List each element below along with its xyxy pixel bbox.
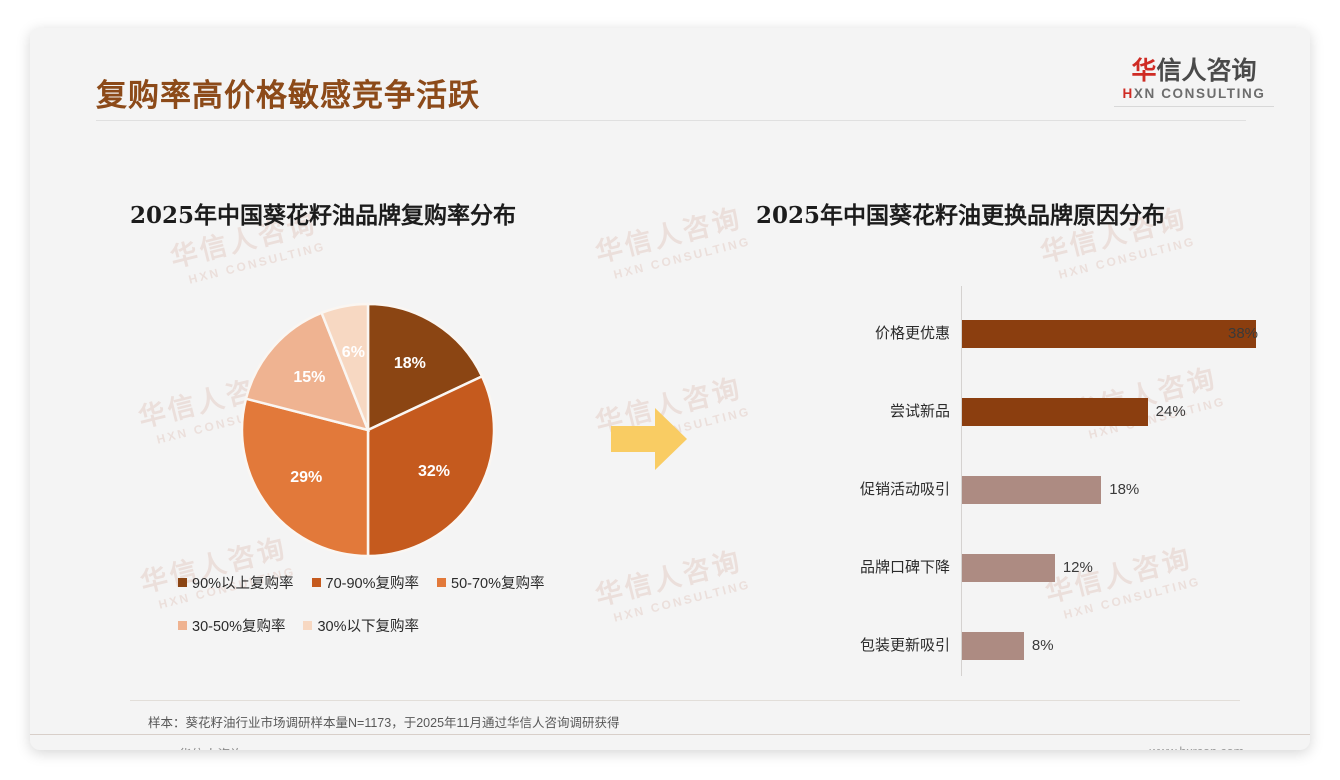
pie-legend: 90%以上复购率 70-90%复购率 50-70%复购率 30-50%复购率 3… — [178, 572, 598, 658]
bar-category-label: 品牌口碑下降 — [859, 559, 950, 576]
pie-slice-label: 32% — [417, 462, 450, 480]
slide-header: 复购率高价格敏感竞争活跃 华信人咨询 HXN CONSULTING — [30, 28, 1310, 121]
watermark-en: HXN CONSULTING — [612, 234, 752, 282]
logo-en-red: H — [1122, 86, 1134, 102]
bar-value-label: 18% — [1109, 481, 1140, 498]
pie-slice[interactable] — [366, 302, 484, 432]
note-divider — [130, 700, 1240, 701]
switch-reason-bar-chart: 价格更优惠 38% 尝试新品 24% 促销活动吸引 18% 品牌口碑下降 12% 包装更新吸引 8… — [810, 286, 1280, 686]
bar-fill[interactable] — [962, 554, 1055, 582]
sample-note: 样本：葵花籽油行业市场调研样本量N=1173，于2025年11月通过华信人咨询调… — [148, 716, 620, 730]
bar-category-label: 尝试新品 — [889, 403, 950, 420]
legend-swatch-icon — [311, 578, 321, 587]
bar-fill[interactable] — [962, 632, 1024, 660]
logo-chinese-text: 华信人咨询 — [1114, 56, 1274, 85]
pie-slice-label: 29% — [290, 468, 323, 486]
legend-swatch-icon — [178, 621, 187, 630]
logo-cn-rest: 信人咨询 — [1156, 56, 1257, 85]
legend-swatch-icon — [437, 578, 447, 587]
bar-value-label: 38% — [1228, 325, 1259, 342]
pie-slice[interactable] — [366, 374, 496, 558]
legend-item-1[interactable]: 70-90%复购率 — [311, 572, 420, 593]
slide-card: 华信人咨询 HXN CONSULTING 华信人咨询 HXN CONSULTIN… — [30, 28, 1310, 750]
bar-category-label: 促销活动吸引 — [859, 481, 950, 498]
legend-swatch-icon — [303, 621, 313, 630]
right-arrow-icon — [611, 408, 687, 470]
legend-row: 30-50%复购率 30%以下复购率 — [178, 615, 598, 636]
pie-slice-label: 15% — [293, 369, 326, 387]
bar-value-label: 24% — [1155, 403, 1186, 420]
bar-fill[interactable] — [962, 320, 1256, 348]
bar-fill[interactable] — [962, 398, 1148, 426]
header-divider — [96, 120, 1246, 121]
website-url: www.hxrcon.com — [1150, 745, 1244, 750]
legend-row: 90%以上复购率 70-90%复购率 50-70%复购率 — [178, 572, 598, 593]
left-chart-title: 2025年中国葵花籽油品牌复购率分布 — [130, 202, 517, 229]
bar-row[interactable]: 尝试新品 24% — [810, 392, 1280, 432]
legend-label: 30%以下复购率 — [317, 619, 420, 635]
bar-row[interactable]: 品牌口碑下降 12% — [810, 548, 1280, 588]
bar-chart-axis — [961, 286, 962, 676]
pie-slice[interactable] — [319, 302, 370, 431]
legend-item-2[interactable]: 50-70%复购率 — [437, 572, 545, 593]
pie-svg — [240, 302, 496, 558]
footer-divider — [30, 734, 1310, 735]
legend-item-4[interactable]: 30%以下复购率 — [303, 615, 419, 636]
legend-item-3[interactable]: 30-50%复购率 — [178, 615, 285, 636]
logo-english-text: HXN CONSULTING — [1114, 86, 1274, 101]
watermark-cn: 华信人咨询 — [592, 202, 746, 269]
pie-slice-label: 18% — [393, 355, 426, 373]
bar-fill[interactable] — [962, 476, 1102, 504]
bar-category-label: 包装更新吸引 — [859, 637, 950, 654]
watermark-en: HXN CONSULTING — [612, 577, 752, 625]
pie-slice-label: 6% — [341, 344, 365, 362]
company-logo: 华信人咨询 HXN CONSULTING — [1114, 56, 1274, 108]
watermark-en: HXN CONSULTING — [187, 239, 327, 287]
repurchase-pie-chart: 18% 32% 29% 15% 6% — [238, 300, 498, 560]
legend-swatch-icon — [178, 578, 187, 587]
bar-category-label: 价格更优惠 — [874, 325, 950, 342]
bar-row[interactable]: 价格更优惠 38% — [810, 314, 1280, 354]
watermark-cn: 华信人咨询 — [592, 545, 746, 612]
legend-label: 90%以上复购率 — [192, 576, 294, 592]
legend-item-0[interactable]: 90%以上复购率 — [178, 572, 294, 593]
watermark-en: HXN CONSULTING — [1057, 234, 1197, 282]
legend-label: 50-70%复购率 — [451, 576, 545, 592]
legend-label: 70-90%复购率 — [325, 576, 420, 592]
bar-row[interactable]: 促销活动吸引 18% — [810, 470, 1280, 510]
right-chart-title: 2025年中国葵花籽油更换品牌原因分布 — [756, 202, 1166, 229]
watermark: 华信人咨询 HXN CONSULTING — [591, 538, 752, 627]
bar-row[interactable]: 包装更新吸引 8% — [810, 626, 1280, 666]
bar-value-label: 12% — [1062, 559, 1093, 576]
legend-label: 30-50%复购率 — [192, 619, 286, 635]
logo-cn-red: 华 — [1131, 56, 1157, 85]
page-title: 复购率高价格敏感竞争活跃 — [96, 78, 480, 114]
copyright-text: ©2026.1 HXR华信人咨询 — [98, 744, 243, 750]
pie-slice[interactable] — [244, 311, 371, 432]
bar-value-label: 8% — [1031, 637, 1054, 654]
logo-underline — [1114, 106, 1274, 108]
watermark: 华信人咨询 HXN CONSULTING — [591, 195, 752, 284]
pie-slice[interactable] — [240, 397, 370, 558]
logo-en-rest: XN CONSULTING — [1133, 86, 1266, 102]
